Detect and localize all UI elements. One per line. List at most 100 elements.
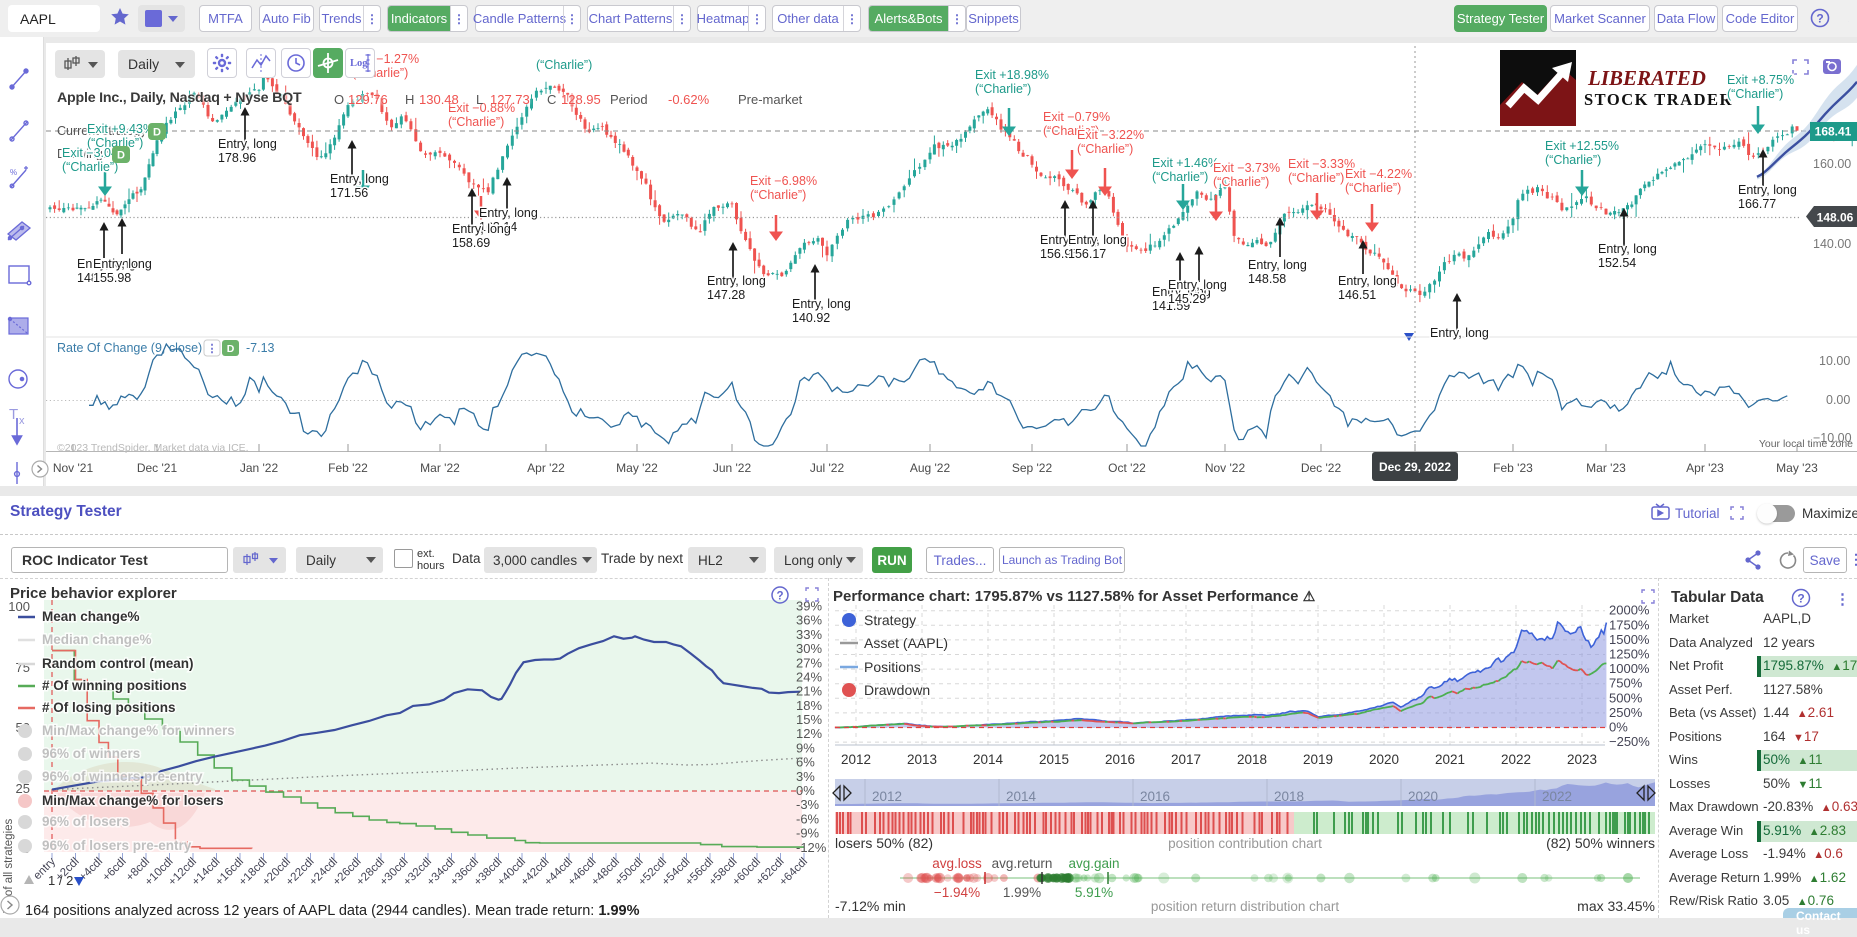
svg-text:2012: 2012: [872, 789, 902, 804]
svg-text:Random control (mean): Random control (mean): [42, 656, 194, 671]
svg-text:166.77: 166.77: [1738, 197, 1776, 211]
svg-text:Drawdown: Drawdown: [864, 682, 930, 698]
svg-text:1500%: 1500%: [1609, 632, 1650, 647]
svg-text:1750%: 1750%: [1609, 617, 1650, 632]
svg-text:140.92: 140.92: [792, 311, 830, 325]
svg-text:Exit +1.46%: Exit +1.46%: [1152, 156, 1219, 170]
svg-text:147.28: 147.28: [707, 288, 745, 302]
svg-text:x: x: [19, 415, 25, 427]
svg-text:Median change%: Median change%: [42, 632, 152, 647]
svg-text:148.06: 148.06: [1817, 211, 1854, 225]
svg-text:250%: 250%: [1609, 705, 1643, 720]
svg-text:(“Charlie”): (“Charlie”): [1077, 142, 1133, 156]
svg-text:140.00: 140.00: [1813, 237, 1851, 251]
svg-text:2019: 2019: [1303, 752, 1333, 767]
svg-text:1250%: 1250%: [1609, 647, 1650, 662]
svg-text:Entry, long: Entry, long: [452, 222, 511, 236]
svg-text:Entry, long: Entry, long: [77, 257, 136, 271]
svg-text:May '23: May '23: [1776, 461, 1818, 475]
svg-text:(“Charlie”): (“Charlie”): [1152, 170, 1208, 184]
svg-text:12%: 12%: [796, 726, 822, 741]
svg-text:15%: 15%: [796, 712, 822, 727]
svg-text:Apr '23: Apr '23: [1686, 461, 1724, 475]
svg-text:2023: 2023: [1567, 752, 1597, 767]
svg-text:-6%: -6%: [796, 811, 820, 826]
svg-text:171.56: 171.56: [330, 186, 368, 200]
svg-text:LIBERATED: LIBERATED: [1587, 66, 1706, 90]
svg-text:Entry, long: Entry, long: [1248, 258, 1307, 272]
svg-text:2015: 2015: [1039, 752, 1069, 767]
svg-text:# Of winning positions: # Of winning positions: [42, 678, 187, 693]
svg-text:6%: 6%: [796, 755, 815, 770]
svg-text:Feb '23: Feb '23: [1493, 461, 1533, 475]
svg-text:2000%: 2000%: [1609, 603, 1650, 618]
svg-text:(“Charlie”): (“Charlie”): [1545, 153, 1601, 167]
svg-text:(“Charlie”): (“Charlie”): [1043, 124, 1099, 138]
svg-text:Positions: Positions: [864, 659, 921, 675]
svg-text:Oct '22: Oct '22: [1108, 461, 1146, 475]
svg-text:position contribution chart: position contribution chart: [1168, 836, 1322, 851]
svg-text:33%: 33%: [796, 627, 822, 642]
svg-text:39%: 39%: [796, 599, 822, 614]
svg-text:750%: 750%: [1609, 676, 1643, 691]
svg-text:21%: 21%: [796, 684, 822, 699]
svg-text:(“Charlie”): (“Charlie”): [87, 136, 143, 150]
svg-text:146.51: 146.51: [1338, 288, 1376, 302]
svg-text:?: ?: [1797, 592, 1804, 606]
svg-text:148.94: 148.94: [77, 271, 115, 285]
svg-text:2018: 2018: [1237, 752, 1267, 767]
svg-text:Exit −3.33%: Exit −3.33%: [1288, 157, 1355, 171]
svg-text:148.58: 148.58: [1248, 272, 1286, 286]
svg-text:Exit +8.75%: Exit +8.75%: [1727, 73, 1794, 87]
svg-text:158.69: 158.69: [452, 236, 490, 250]
svg-text:−1.94%: −1.94%: [934, 885, 980, 900]
svg-text:Rate Of Change (9, close): Rate Of Change (9, close): [57, 341, 202, 355]
svg-text:0%: 0%: [1609, 720, 1628, 735]
svg-text:(“Charlie”): (“Charlie”): [1288, 171, 1344, 185]
svg-text:3%: 3%: [796, 769, 815, 784]
svg-text:-9%: -9%: [796, 826, 820, 841]
svg-text:(“Charlie”): (“Charlie”): [62, 160, 118, 174]
svg-text:Min/Max change% for winners: Min/Max change% for winners: [42, 723, 235, 738]
svg-text:145.29: 145.29: [1168, 292, 1206, 306]
svg-text:Entry, long: Entry, long: [93, 257, 152, 271]
svg-text:©2023 TrendSpider. Market data: ©2023 TrendSpider. Market data via ICE.: [57, 442, 249, 454]
svg-text:100: 100: [8, 599, 30, 614]
svg-text:18%: 18%: [796, 698, 822, 713]
svg-text:Drawings: Drawings: [57, 147, 109, 161]
svg-text:(82) 50% winners: (82) 50% winners: [1546, 835, 1655, 851]
svg-text:−250%: −250%: [1609, 734, 1650, 749]
svg-text:Min/Max change% for losers: Min/Max change% for losers: [42, 793, 224, 808]
svg-text:Apr '22: Apr '22: [527, 461, 565, 475]
svg-text:(“Charlie”): (“Charlie”): [1213, 175, 1269, 189]
svg-text:163.14: 163.14: [479, 220, 517, 234]
svg-text:178.96: 178.96: [218, 151, 256, 165]
svg-text:Entry, long: Entry, long: [1152, 285, 1211, 299]
svg-text:Dec 29, 2022: Dec 29, 2022: [1379, 460, 1451, 474]
svg-text:2020: 2020: [1369, 752, 1399, 767]
svg-text:Log: Log: [350, 58, 368, 69]
svg-text:-7.13: -7.13: [246, 341, 275, 355]
svg-text:avg.return: avg.return: [992, 856, 1053, 871]
svg-text:Entry, long: Entry, long: [1068, 233, 1127, 247]
svg-text:Exit +9.43%: Exit +9.43%: [87, 122, 154, 136]
svg-text:Entry, long: Entry, long: [479, 206, 538, 220]
svg-text:500%: 500%: [1609, 690, 1643, 705]
svg-text:156.17: 156.17: [1068, 247, 1106, 261]
svg-text:Entry, long: Entry, long: [707, 274, 766, 288]
svg-text:(“Charlie”): (“Charlie”): [1345, 181, 1401, 195]
svg-text:96% of winners: 96% of winners: [42, 746, 140, 761]
svg-text:Exit +18.98%: Exit +18.98%: [975, 68, 1049, 82]
svg-text:1000%: 1000%: [1609, 661, 1650, 676]
svg-text:T: T: [9, 406, 18, 423]
svg-text:96% of winners pre-entry: 96% of winners pre-entry: [42, 769, 203, 784]
svg-text:156.95: 156.95: [1040, 247, 1078, 261]
svg-text:Jul '22: Jul '22: [810, 461, 845, 475]
svg-text:⋮: ⋮: [1835, 591, 1850, 608]
svg-text:Exit −0.79%: Exit −0.79%: [1043, 110, 1110, 124]
svg-text:9%: 9%: [796, 740, 815, 755]
svg-text:max 33.45%: max 33.45%: [1577, 898, 1655, 914]
svg-text:D: D: [153, 127, 161, 139]
svg-text:Exit −4.22%: Exit −4.22%: [1345, 167, 1412, 181]
svg-text:152.54: 152.54: [1598, 256, 1636, 270]
